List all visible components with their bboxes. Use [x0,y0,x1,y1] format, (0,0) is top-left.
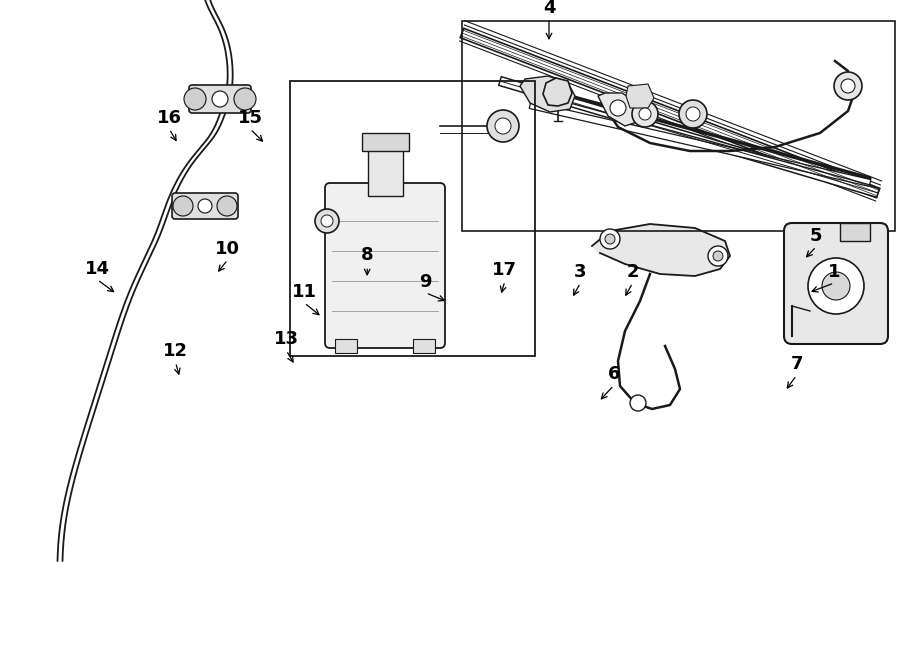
Circle shape [713,251,723,261]
Text: 14: 14 [85,260,110,278]
Text: 3: 3 [574,263,587,281]
Circle shape [198,199,212,213]
Circle shape [630,395,646,411]
FancyBboxPatch shape [189,85,251,113]
Circle shape [315,209,339,233]
FancyBboxPatch shape [784,223,888,344]
Text: 2: 2 [626,263,639,281]
Circle shape [173,196,193,216]
Polygon shape [499,77,879,198]
Polygon shape [460,28,880,198]
Text: 13: 13 [274,330,299,348]
Circle shape [808,258,864,314]
Circle shape [841,79,855,93]
Circle shape [600,229,620,249]
Polygon shape [626,84,654,108]
Text: 4: 4 [543,0,555,17]
Text: 10: 10 [215,240,240,258]
Text: 8: 8 [361,247,374,264]
Circle shape [610,100,626,116]
Circle shape [184,88,206,110]
Text: 16: 16 [157,109,182,127]
Bar [290,81,535,356]
Circle shape [487,110,519,142]
Polygon shape [529,102,871,186]
Text: 1: 1 [828,263,841,281]
Circle shape [834,72,862,100]
Circle shape [217,196,237,216]
Wedge shape [686,107,700,121]
Bar [335,339,357,353]
Polygon shape [543,78,572,106]
Bar [362,133,409,151]
Bar [413,339,435,353]
FancyBboxPatch shape [172,193,238,219]
Bar [462,21,895,231]
Bar [840,223,870,241]
Wedge shape [679,100,707,128]
Polygon shape [520,76,575,112]
Circle shape [822,272,850,300]
Text: 12: 12 [163,342,188,360]
Text: 11: 11 [292,283,317,301]
Circle shape [708,246,728,266]
Circle shape [234,88,256,110]
Polygon shape [598,93,640,126]
Circle shape [495,118,511,134]
Text: 7: 7 [790,356,803,373]
FancyBboxPatch shape [325,183,445,348]
Polygon shape [592,224,730,276]
Text: 9: 9 [419,273,432,291]
Circle shape [605,234,615,244]
Wedge shape [639,108,651,120]
Text: 6: 6 [608,366,620,383]
Bar [368,146,403,196]
Wedge shape [632,101,658,127]
Text: 5: 5 [810,227,823,245]
Text: 15: 15 [238,109,263,127]
Circle shape [321,215,333,227]
Text: 17: 17 [492,261,517,279]
Circle shape [212,91,228,107]
